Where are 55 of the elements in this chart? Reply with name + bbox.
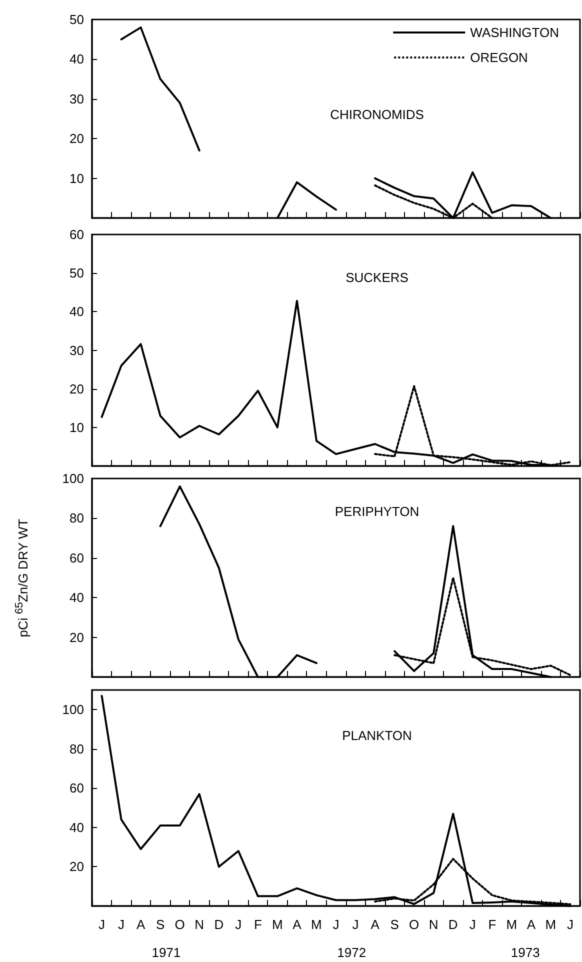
y-tick-label: 80 <box>70 510 84 526</box>
x-tick-label: S <box>156 917 165 932</box>
x-tick-label: M <box>506 917 518 932</box>
y-tick-label: 80 <box>70 741 84 756</box>
y-tick-label: 60 <box>70 780 84 796</box>
y-tick-label: 60 <box>70 550 84 566</box>
legend-label: OREGON <box>470 50 528 65</box>
text: 1971 <box>152 945 181 960</box>
y-tick-label: 30 <box>70 342 84 358</box>
x-tick-label: O <box>174 917 185 932</box>
text: CHIRONOMIDS <box>330 107 424 122</box>
x-tick-label: D <box>448 917 458 932</box>
x-tick-label: J <box>352 917 359 932</box>
x-tick-label: J <box>118 917 125 932</box>
x-tick-label: A <box>370 917 380 932</box>
x-tick-label: J <box>469 917 476 932</box>
x-tick-label: D <box>214 917 224 932</box>
y-tick-label: 40 <box>70 52 84 67</box>
x-tick-label: F <box>254 917 262 932</box>
text: SUCKERS <box>346 270 409 285</box>
x-tick-label: J <box>235 917 242 932</box>
text: PLANKTON <box>342 728 412 743</box>
x-tick-label: A <box>136 917 146 932</box>
y-tick-label: 40 <box>70 590 84 606</box>
x-tick-label: M <box>272 917 283 932</box>
x-tick-label: M <box>311 917 322 932</box>
x-tick-label: J <box>332 917 340 932</box>
x-tick-label: S <box>390 917 400 932</box>
y-tick-label: 20 <box>70 630 84 645</box>
y-tick-label: 30 <box>70 91 84 106</box>
y-tick-label: 10 <box>70 170 84 186</box>
y-tick-label: 40 <box>70 820 84 835</box>
y-tick-label: 40 <box>70 304 84 320</box>
y-tick-label: 60 <box>70 227 84 242</box>
x-tick-label: M <box>545 917 556 932</box>
y-tick-label: 50 <box>70 12 84 27</box>
y-tick-label: 100 <box>62 471 84 486</box>
y-tick-label: 10 <box>70 420 84 435</box>
y-tick-label: 20 <box>70 381 84 396</box>
x-tick-label: N <box>194 917 204 932</box>
y-tick-label: 50 <box>70 266 84 281</box>
text: 1973 <box>510 945 540 960</box>
x-tick-label: J <box>566 917 574 932</box>
y-tick-label: 20 <box>70 131 84 146</box>
x-tick-label: F <box>488 917 496 932</box>
y-tick-label: 100 <box>62 702 84 718</box>
legend-label: WASHINGTON <box>470 25 560 40</box>
x-tick-label: J <box>98 917 106 932</box>
x-tick-label: A <box>292 917 302 932</box>
x-tick-label: O <box>409 917 420 932</box>
y-tick-label: 20 <box>70 859 84 874</box>
text: 1972 <box>337 945 366 960</box>
text: PERIPHYTON <box>334 504 420 519</box>
x-tick-label: N <box>428 917 438 932</box>
x-tick-label: A <box>526 917 536 932</box>
